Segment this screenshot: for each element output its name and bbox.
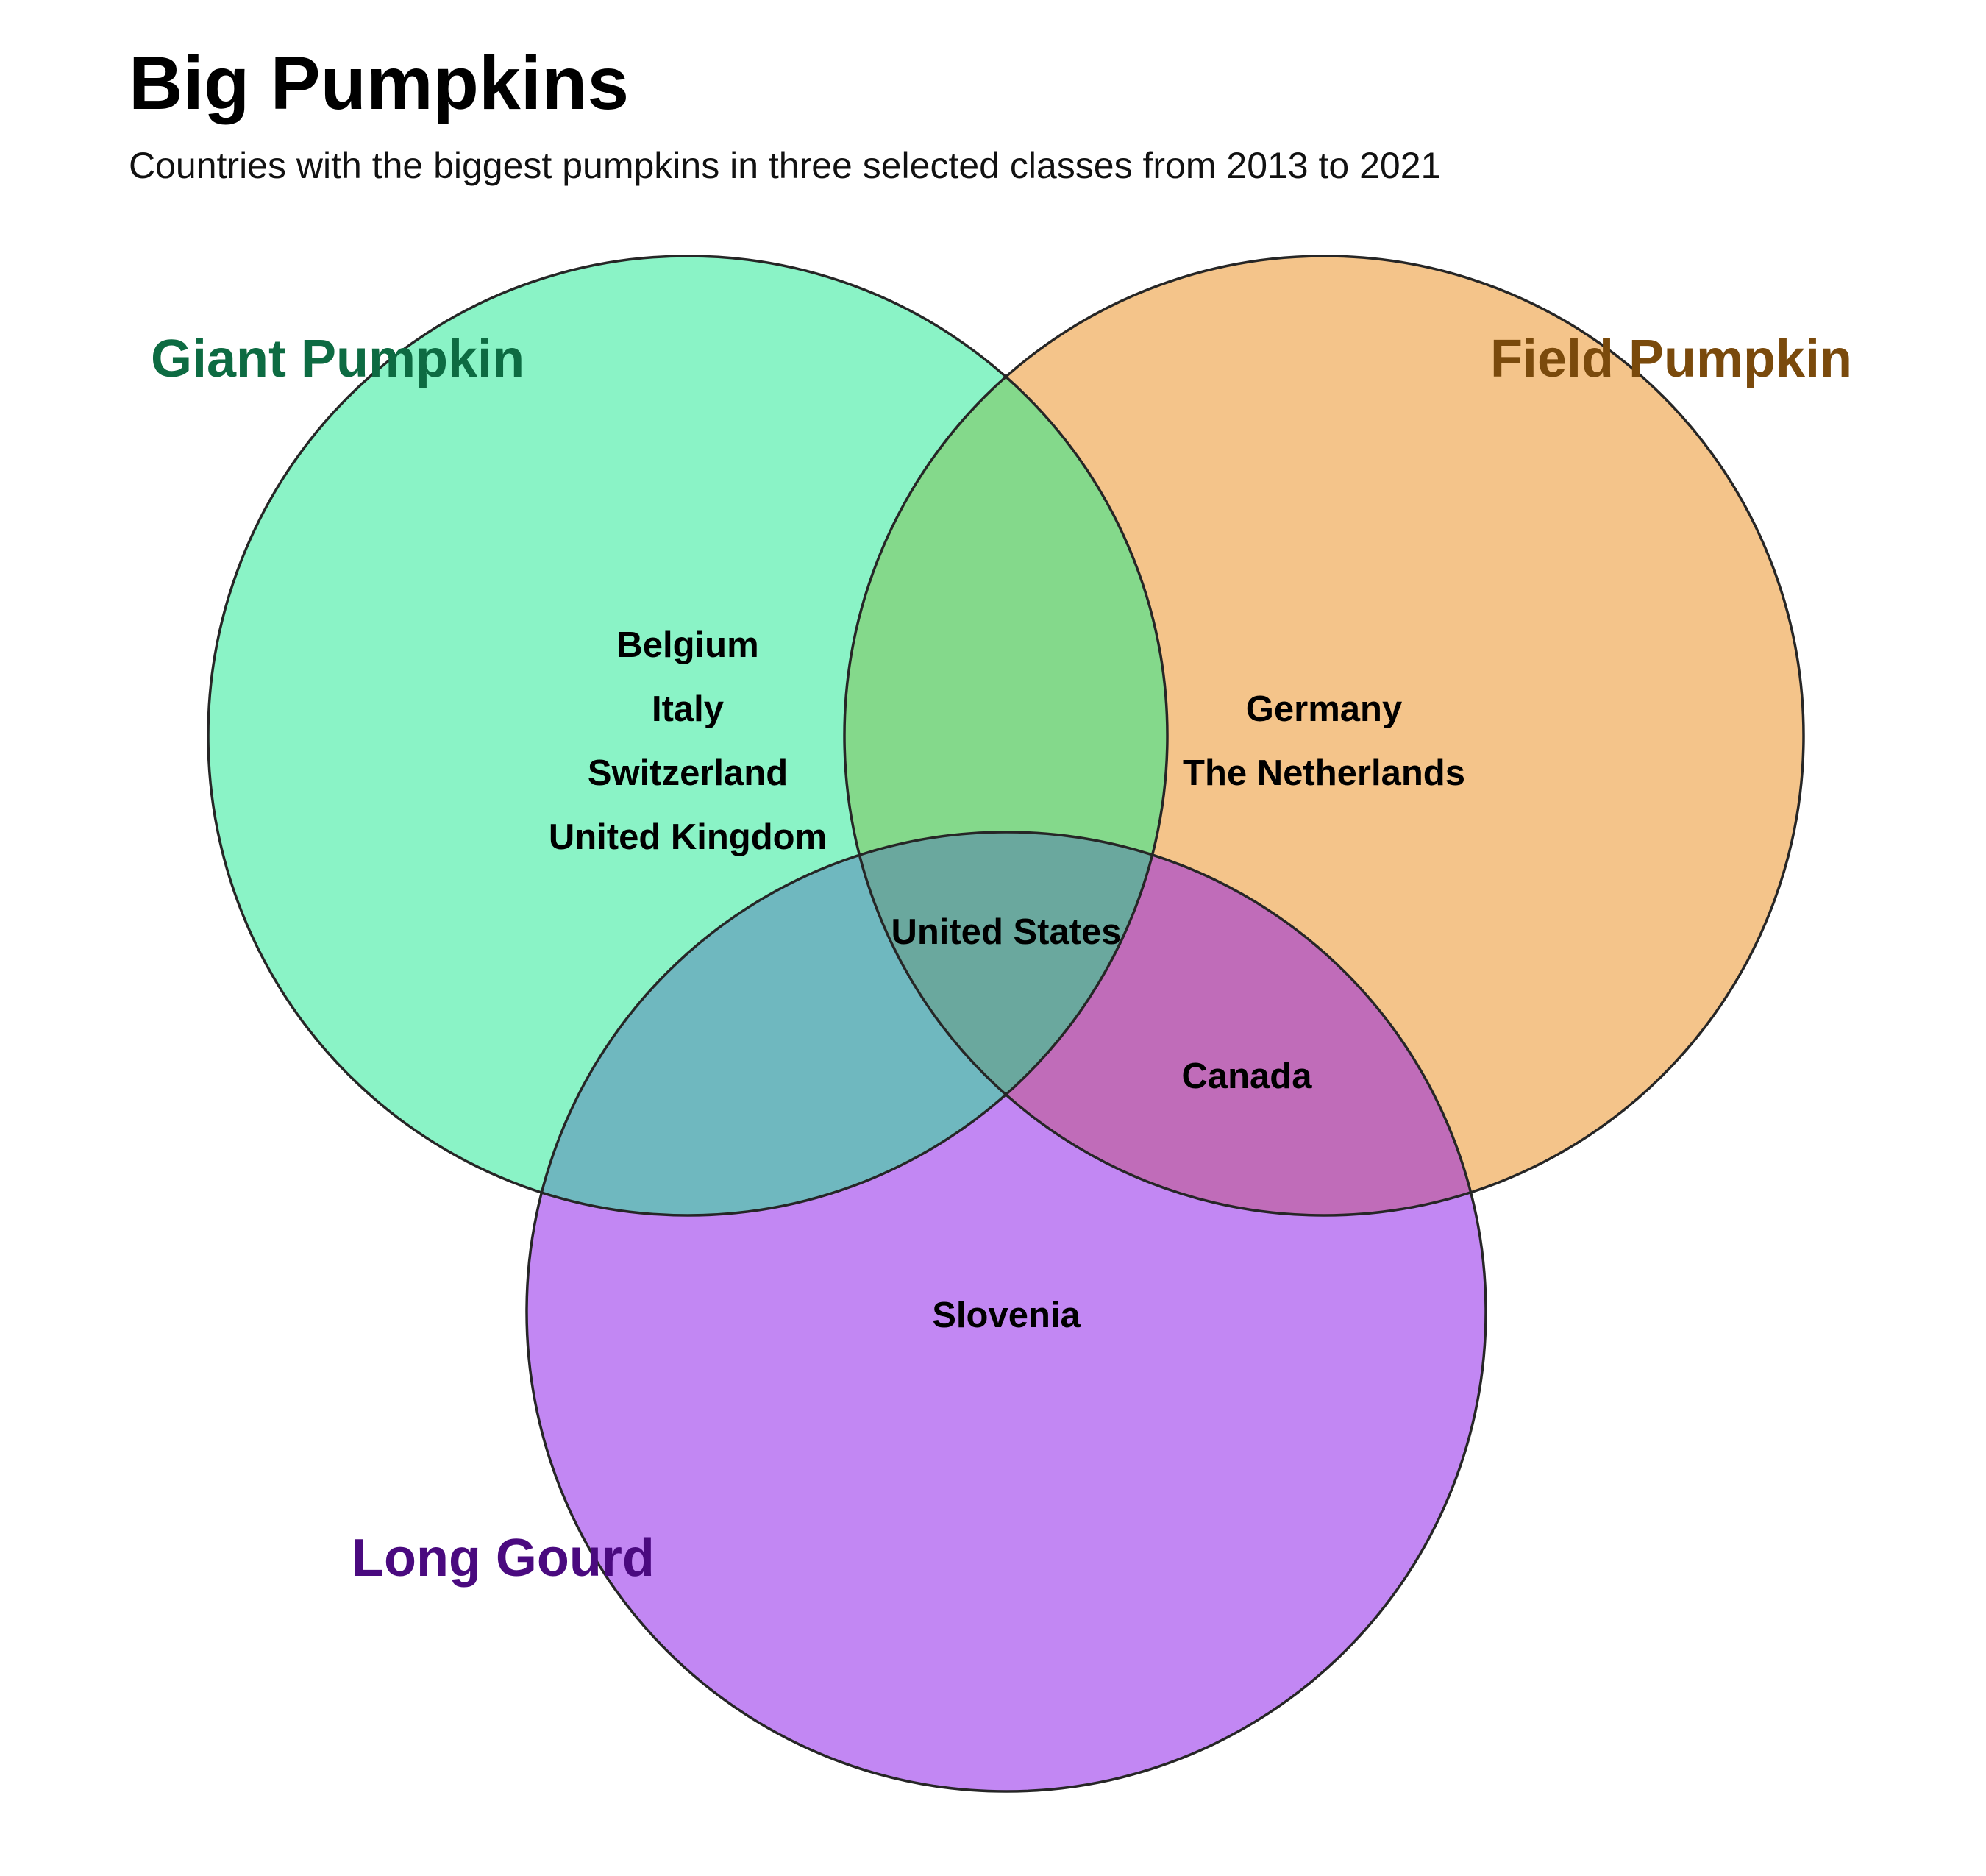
giant-pumpkin-outline xyxy=(207,255,1169,1217)
set-label-long-gourd: Long Gourd xyxy=(352,1529,655,1588)
region-item-field-only: Germany xyxy=(1246,689,1402,729)
region-item-gourd-only: Slovenia xyxy=(932,1296,1081,1335)
page-subtitle: Countries with the biggest pumpkins in t… xyxy=(129,145,1441,186)
long-gourd-outline xyxy=(525,831,1487,1793)
region-item-giant-only: Belgium xyxy=(616,625,758,665)
page-title: Big Pumpkins xyxy=(129,41,629,125)
giant-gourd-overlap xyxy=(527,832,1167,1215)
field-pumpkin-outline xyxy=(843,255,1805,1217)
region-item-field-only: The Netherlands xyxy=(1183,753,1465,793)
region-item-giant-only: Switzerland xyxy=(588,753,788,793)
field-gourd-overlap xyxy=(844,832,1486,1215)
set-label-field-pumpkin: Field Pumpkin xyxy=(1490,330,1852,388)
region-item-giant-only: United Kingdom xyxy=(549,817,827,857)
region-item-all-three: United States xyxy=(891,912,1121,952)
region-item-giant-only: Italy xyxy=(652,689,724,729)
region-item-field-gourd: Canada xyxy=(1181,1056,1312,1096)
set-label-giant-pumpkin: Giant Pumpkin xyxy=(151,330,524,388)
